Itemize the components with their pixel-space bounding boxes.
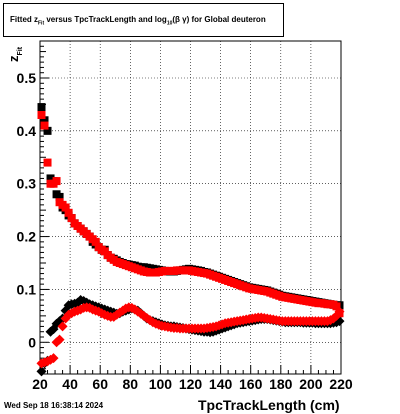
x-tick-label: 60	[92, 376, 108, 392]
data-point	[43, 158, 52, 167]
x-tick-label: 140	[209, 376, 233, 392]
data-point	[37, 111, 46, 119]
data-point	[55, 192, 64, 201]
x-tick-label: 100	[149, 376, 173, 392]
y-axis-title-main: z	[6, 55, 21, 62]
title-sub-10: 10	[166, 20, 173, 27]
x-tick-label: 40	[62, 376, 78, 392]
series-2	[37, 111, 344, 318]
x-tick-label: 80	[123, 376, 139, 392]
y-tick-label: 0.4	[17, 123, 37, 139]
axis-ticks	[39, 40, 342, 374]
chart-title: Fitted zFit versus TpcTrackLength and lo…	[10, 15, 266, 27]
data-marks	[36, 103, 345, 377]
y-tick-label: 0.2	[17, 229, 37, 245]
data-point	[57, 321, 68, 332]
y-tick-label: 0.1	[17, 281, 37, 297]
data-point	[61, 203, 70, 212]
x-tick-label: 160	[239, 376, 263, 392]
data-point	[52, 177, 61, 186]
title-middle: versus TpcTrackLength and log	[44, 15, 167, 24]
data-point	[64, 208, 73, 217]
x-tick-label: 180	[269, 376, 293, 392]
series-3	[36, 302, 345, 369]
x-tick-label: 120	[179, 376, 203, 392]
y-tick-label: 0	[28, 334, 36, 350]
x-axis-title: TpcTrackLength (cm)	[198, 397, 340, 413]
title-prefix: Fitted z	[10, 15, 38, 24]
title-suffix: (β γ) for Global deuteron	[172, 15, 266, 24]
data-point	[36, 366, 47, 377]
y-axis-title: zFit	[6, 46, 24, 62]
x-tick-label: 200	[299, 376, 323, 392]
footer-date: Wed Sep 18 16:38:14 2024	[4, 401, 104, 410]
data-point	[37, 103, 46, 112]
y-tick-label: 0.5	[17, 70, 37, 86]
data-point	[334, 306, 345, 317]
data-point	[43, 126, 52, 135]
x-tick-label: 220	[329, 376, 353, 392]
y-axis-title-sub: Fit	[17, 46, 24, 55]
data-point	[332, 302, 341, 311]
data-point	[40, 116, 49, 125]
data-point	[91, 237, 100, 246]
y-tick-label: 0.3	[17, 176, 37, 192]
x-tick-label: 20	[32, 376, 48, 392]
data-point	[67, 214, 76, 223]
grid	[40, 41, 341, 374]
data-point	[54, 316, 65, 327]
title-sub-fit: Fit	[38, 20, 45, 27]
title-box: Fitted zFit versus TpcTrackLength and lo…	[3, 3, 284, 37]
data-point	[54, 334, 65, 345]
tick-labels: 20 40 60 80 100 120 140 160 180 200 220 0 0.1 0.2 0.3 0…	[17, 70, 353, 392]
data-point	[48, 353, 59, 364]
data-point	[40, 121, 49, 130]
